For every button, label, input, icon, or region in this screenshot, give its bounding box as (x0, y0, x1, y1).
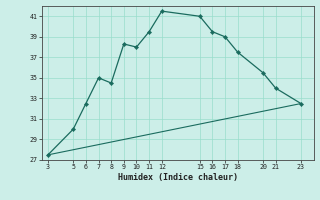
X-axis label: Humidex (Indice chaleur): Humidex (Indice chaleur) (118, 173, 237, 182)
